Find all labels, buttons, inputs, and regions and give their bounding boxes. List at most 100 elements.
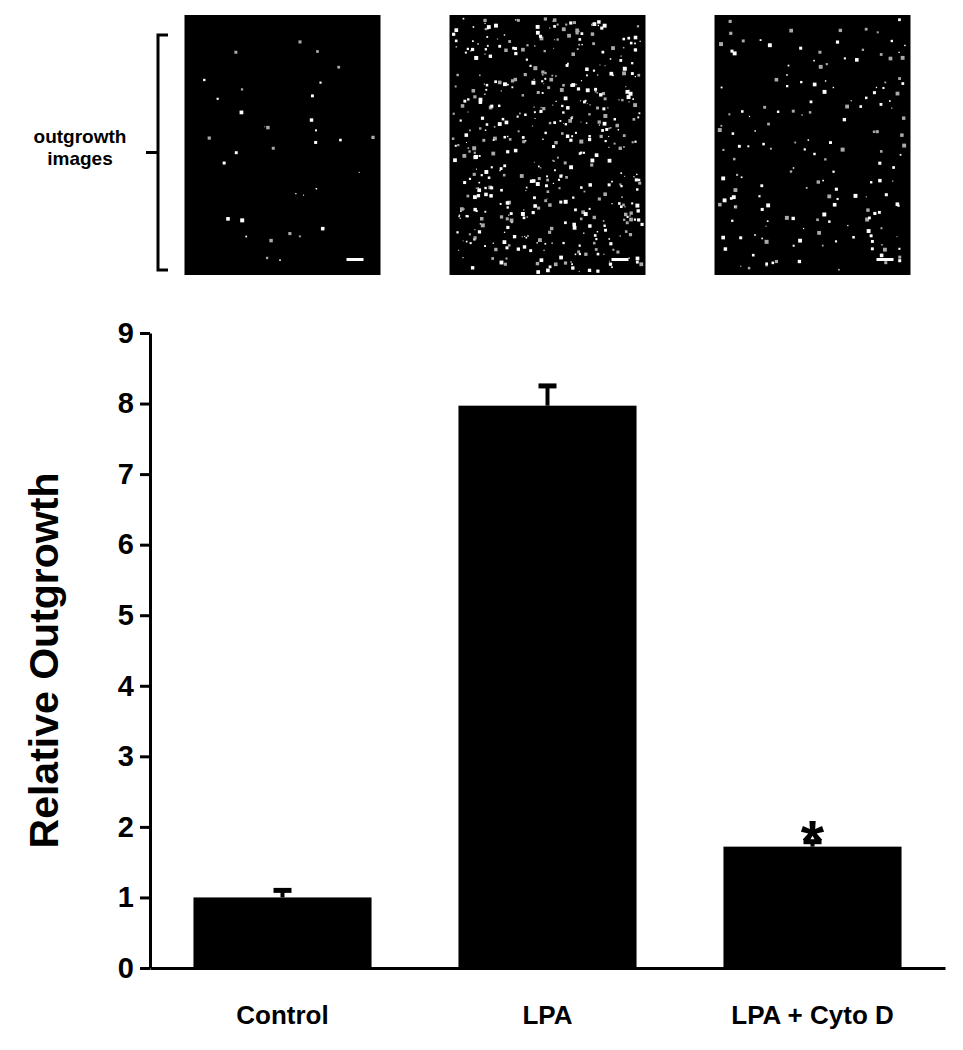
image-speckle (742, 39, 745, 42)
image-speckle (752, 254, 755, 257)
image-speckle (517, 19, 520, 22)
image-speckle (813, 60, 815, 62)
image-speckle (452, 137, 454, 139)
image-speckle (571, 263, 573, 265)
image-speckle (568, 119, 572, 123)
image-speckle (479, 155, 481, 157)
image-speckle (588, 138, 591, 141)
image-speckle (785, 216, 789, 220)
image-speckle (896, 92, 900, 96)
image-speckle (534, 106, 535, 107)
image-speckle (896, 236, 897, 237)
image-speckle (519, 113, 521, 115)
image-speckle (593, 70, 595, 72)
image-speckle (625, 230, 628, 233)
image-speckle (862, 49, 864, 51)
image-speckle (493, 139, 495, 141)
image-speckle (766, 203, 770, 207)
image-speckle (359, 172, 360, 173)
image-speckle (876, 130, 879, 133)
image-speckle (810, 100, 813, 103)
image-speckle (503, 136, 506, 139)
image-speckle (479, 127, 481, 129)
image-speckle (486, 36, 488, 38)
image-speckle (472, 40, 474, 42)
image-speckle (524, 73, 527, 76)
image-speckle (557, 24, 559, 26)
image-speckle (720, 125, 722, 127)
image-speckle (841, 148, 845, 152)
image-speckle (739, 236, 742, 239)
image-speckle (593, 22, 597, 26)
image-speckle (567, 63, 569, 65)
image-speckle (509, 138, 512, 141)
image-speckle (900, 154, 902, 156)
image-speckle (580, 100, 581, 101)
image-speckle (479, 100, 483, 104)
image-speckle (240, 218, 244, 222)
image-speckle (542, 74, 544, 76)
image-speckle (458, 250, 459, 251)
image-speckle (828, 220, 830, 222)
image-speckle (634, 36, 638, 40)
image-speckle (540, 258, 544, 262)
image-speckle (636, 261, 639, 264)
image-speckle (203, 79, 205, 81)
image-speckle (467, 98, 469, 100)
image-speckle (523, 217, 526, 220)
image-speckle (770, 148, 772, 150)
image-speckle (321, 227, 324, 230)
image-speckle (465, 52, 467, 54)
y-tick: 7 (118, 458, 150, 490)
image-speckle (235, 151, 238, 154)
image-speckle (854, 194, 858, 198)
x-axis-line (151, 967, 946, 970)
image-background (185, 15, 381, 275)
x-tick-label: LPA + Cyto D (731, 1000, 894, 1030)
image-speckle (602, 51, 605, 54)
image-speckle (851, 100, 852, 101)
image-speckle (527, 235, 528, 236)
image-speckle (462, 257, 463, 258)
image-speckle (579, 245, 581, 247)
image-speckle (499, 170, 500, 171)
image-speckle (581, 80, 582, 81)
image-speckle (540, 107, 541, 108)
image-speckle (217, 98, 219, 100)
image-speckle (498, 122, 502, 126)
image-speckle (604, 229, 607, 232)
image-speckle (880, 103, 883, 106)
image-speckle (478, 187, 479, 188)
y-tick-label: 7 (118, 458, 134, 490)
image-speckle (520, 174, 524, 178)
image-speckle (620, 185, 622, 187)
image-speckle (486, 84, 488, 86)
image-speckle (611, 203, 612, 204)
image-speckle (729, 32, 732, 35)
image-speckle (614, 118, 616, 120)
image-speckle (600, 135, 603, 138)
image-speckle (622, 38, 625, 41)
image-speckle (880, 53, 883, 56)
image-speckle (279, 259, 281, 261)
image-speckle (585, 68, 588, 71)
image-speckle (603, 24, 607, 28)
image-speckle (621, 196, 622, 197)
image-label: outgrowthimages (34, 126, 127, 169)
image-speckle (552, 145, 555, 148)
image-speckle (493, 243, 494, 244)
image-speckle (510, 219, 514, 223)
image-speckle (786, 74, 788, 76)
image-speckle (467, 147, 469, 149)
image-speckle (559, 120, 561, 122)
image-speckle (533, 204, 537, 208)
image-speckle (630, 42, 633, 45)
image-speckle (456, 46, 458, 48)
image-speckle (734, 206, 735, 207)
image-speckle (467, 111, 468, 112)
image-speckle (485, 129, 486, 130)
image-speckle (880, 150, 883, 153)
image-speckle (575, 254, 577, 256)
image-speckle (474, 229, 475, 230)
image-speckle (481, 223, 485, 227)
